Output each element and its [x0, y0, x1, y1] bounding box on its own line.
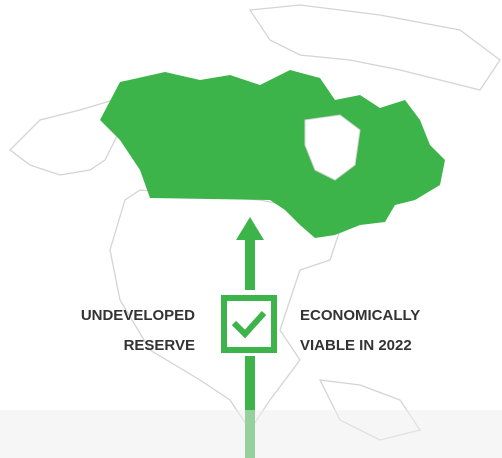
canada-highlight: [100, 70, 445, 238]
right-label: ECONOMICALLY: [300, 307, 420, 324]
left-label: RESERVE: [124, 337, 195, 354]
arrow: [236, 217, 264, 458]
right-label: VIABLE IN 2022: [300, 337, 412, 354]
hudson-bay: [304, 114, 361, 181]
left-label: UNDEVELOPED: [81, 307, 195, 324]
checkbox: [221, 295, 277, 353]
checkmark: [231, 310, 267, 339]
bottom-fade: [0, 410, 502, 458]
